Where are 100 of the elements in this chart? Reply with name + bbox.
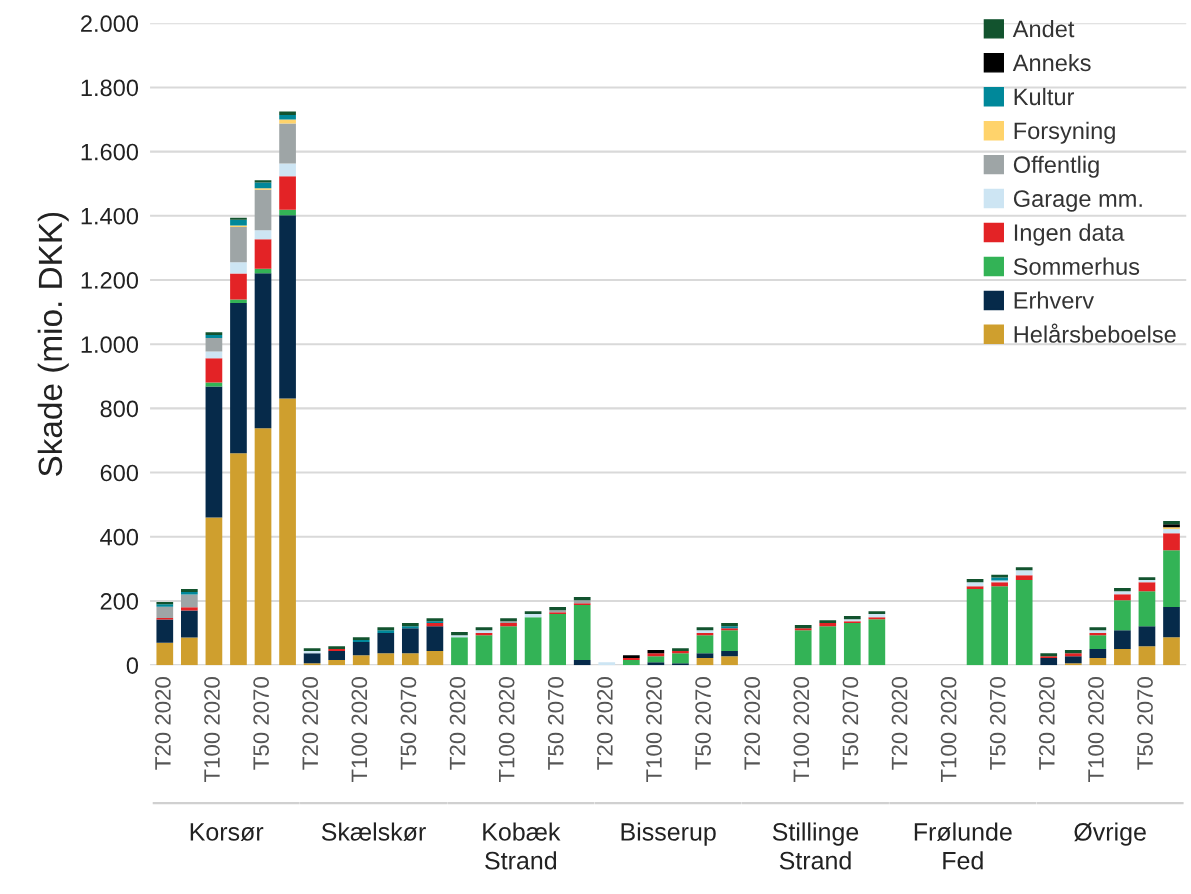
bar — [1114, 600, 1131, 631]
bar — [230, 273, 247, 300]
x-tick-label: T50 2070 — [547, 677, 564, 770]
bar — [1015, 567, 1033, 571]
bar — [451, 637, 468, 666]
bar — [1163, 529, 1180, 534]
bar — [966, 586, 984, 590]
bar — [254, 189, 272, 231]
x-tick-label: T20 2020 — [1038, 677, 1055, 770]
bar — [377, 633, 395, 654]
bar — [1163, 637, 1180, 666]
x-tick-label: T100 2020 — [793, 677, 810, 782]
bar — [1163, 550, 1180, 608]
bar — [328, 660, 346, 666]
bar — [598, 662, 616, 666]
bar — [1114, 649, 1131, 666]
legend-label: Garage mm. — [1013, 190, 1142, 212]
bar — [156, 619, 174, 643]
legend-label: Helårsbeboelse — [1014, 323, 1176, 343]
bar — [205, 386, 223, 518]
bar — [1138, 582, 1156, 592]
bar — [254, 230, 272, 240]
bar — [279, 123, 296, 164]
y-tick-label: 400 — [100, 528, 139, 546]
bar — [696, 653, 714, 659]
bar — [181, 607, 198, 611]
bar — [966, 582, 984, 587]
bar — [181, 594, 198, 608]
x-tick-label: T50 2070 — [253, 677, 269, 770]
y-tick-label: 1.600 — [81, 143, 139, 161]
bar — [205, 332, 223, 335]
legend-label: Offentlig — [1013, 155, 1099, 178]
bar — [279, 209, 296, 216]
bar — [1040, 658, 1058, 666]
legend-label: Ingen data — [1014, 223, 1125, 246]
y-tick-label: 200 — [100, 593, 139, 610]
bar — [475, 635, 493, 666]
bar — [205, 382, 223, 387]
text: Skælskør — [321, 822, 426, 841]
bar — [230, 453, 247, 666]
y-tick-label: 1.800 — [81, 79, 139, 97]
y-tick-label: 800 — [100, 400, 139, 418]
bar — [794, 630, 812, 666]
bar — [254, 182, 272, 189]
bar — [156, 606, 174, 618]
bar — [1114, 594, 1131, 601]
x-tick-label: T50 2070 — [695, 677, 711, 770]
y-axis-title: Skade (mio. DKK) — [37, 212, 69, 477]
bar — [868, 619, 886, 666]
bar — [696, 658, 714, 666]
bar — [401, 653, 419, 666]
x-tick-label: T100 2020 — [204, 677, 220, 782]
bar — [254, 273, 272, 429]
bar — [279, 115, 296, 120]
bar — [230, 262, 247, 274]
bar — [573, 660, 591, 666]
bar — [254, 428, 272, 666]
text: Korsør — [190, 823, 264, 841]
text: Bisserup — [621, 822, 716, 846]
bar — [181, 637, 198, 666]
bar — [1015, 575, 1033, 581]
legend-label: Kultur — [1014, 87, 1075, 106]
bar — [843, 623, 861, 666]
bar — [1089, 658, 1107, 666]
y-tick-label: 1.000 — [81, 336, 139, 353]
bar — [1163, 607, 1180, 638]
x-tick-label: T20 2020 — [302, 677, 319, 770]
bar — [352, 642, 370, 656]
bar — [966, 589, 984, 666]
bar — [352, 655, 370, 666]
x-tick-label: T20 2020 — [155, 677, 171, 770]
bar — [500, 626, 517, 666]
bar — [647, 656, 665, 663]
x-tick-label: T20 2020 — [449, 677, 466, 770]
x-tick-label: T20 2020 — [891, 677, 908, 770]
legend-label: Erhverv — [1014, 291, 1094, 309]
bar — [205, 338, 223, 352]
x-tick-label: T100 2020 — [1088, 677, 1104, 782]
x-tick-label: T100 2020 — [498, 677, 515, 782]
bar — [819, 626, 837, 666]
x-tick-label: T20 2020 — [744, 677, 761, 770]
legend-label: Anneks — [1012, 53, 1091, 72]
bar — [721, 651, 738, 657]
bar — [1064, 656, 1082, 664]
bar — [1089, 649, 1107, 659]
bar — [1138, 646, 1156, 666]
y-tick-label: 0 — [126, 657, 139, 674]
bar — [1138, 626, 1156, 647]
x-tick-label: T100 2020 — [940, 677, 957, 782]
bar — [647, 662, 665, 666]
bar — [254, 239, 272, 269]
x-tick-label: T50 2070 — [1137, 677, 1153, 770]
bar — [426, 651, 444, 666]
bar — [1138, 591, 1156, 627]
bar — [1089, 635, 1107, 650]
x-tick-label: T50 2070 — [400, 677, 417, 770]
bar — [328, 651, 346, 660]
bar — [721, 630, 738, 652]
bar — [672, 653, 689, 664]
bar — [230, 303, 247, 454]
